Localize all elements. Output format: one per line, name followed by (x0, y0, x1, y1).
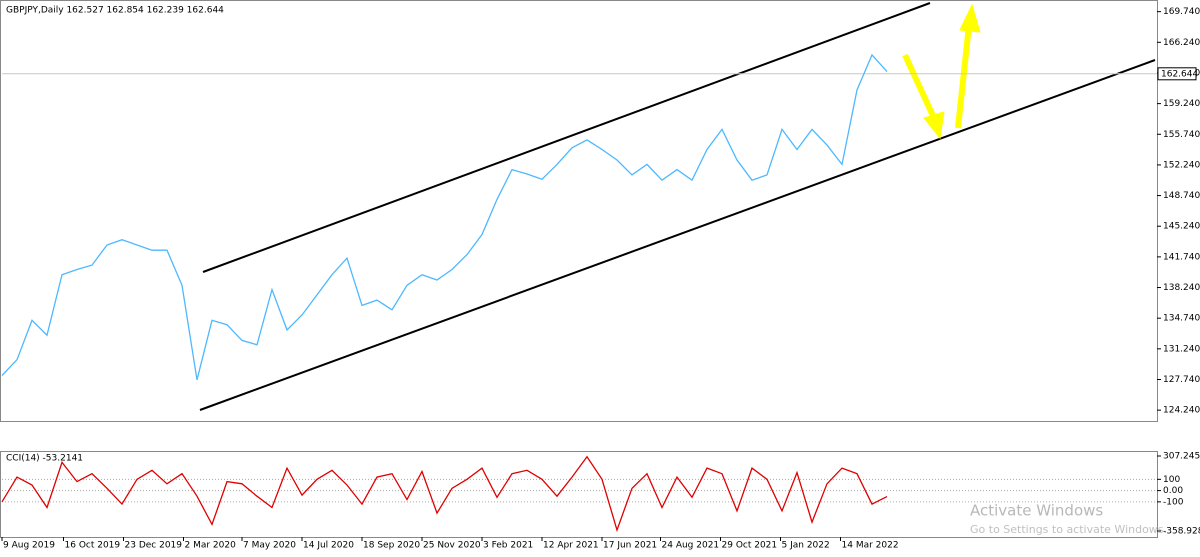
cci-panel (0, 451, 1158, 538)
x-tick-label: 16 Oct 2019 (65, 541, 121, 551)
y-tick-label: 155.740 (1163, 130, 1200, 140)
y-tick-label: 131.240 (1163, 344, 1200, 354)
x-tick-label: 7 May 2020 (243, 541, 296, 551)
y-tick-label: 152.240 (1163, 160, 1200, 170)
y-tick-label: -358.9285 (1163, 527, 1200, 537)
series-line (1, 53, 888, 380)
arrow-down (902, 53, 937, 120)
y-tick-label: 307.2457 (1163, 452, 1200, 462)
x-tick-label: 9 Aug 2019 (3, 541, 55, 551)
y-tick-label: 166.240 (1163, 38, 1200, 48)
series-line (1, 455, 888, 533)
x-tick-label: 25 Nov 2020 (423, 541, 481, 551)
x-tick-label: 14 Mar 2022 (842, 541, 899, 551)
arrowhead-down (923, 111, 945, 140)
cci-title: CCI(14) -53.2141 (6, 454, 83, 464)
price-title: GBPJPY,Daily 162.527 162.854 162.239 162… (6, 6, 224, 16)
x-tick-label: 12 Apr 2021 (543, 541, 599, 551)
watermark-title: Activate Windows (970, 502, 1103, 520)
watermark-subtitle: Go to Settings to activate Windows. (970, 523, 1167, 536)
y-tick-label: 159.240 (1163, 99, 1200, 109)
arrows (902, 3, 981, 140)
y-tick-label: 0.00 (1163, 486, 1183, 496)
y-tick-label: 138.240 (1163, 283, 1200, 293)
channel-lower (199, 59, 1156, 411)
y-tick-label: 134.740 (1163, 314, 1200, 324)
y-tick-label: 127.740 (1163, 375, 1200, 385)
x-tick-label: 29 Oct 2021 (722, 541, 778, 551)
y-tick-label: 148.740 (1163, 191, 1200, 201)
arrowhead-up (959, 3, 981, 33)
y-tick-label: 100 (1163, 475, 1180, 485)
price-panel (0, 0, 1158, 422)
y-tick-label: 169.740 (1163, 7, 1200, 17)
x-tick-label: 18 Sep 2020 (363, 541, 420, 551)
x-tick-label: 2 Mar 2020 (185, 541, 237, 551)
y-tick-label: 141.740 (1163, 252, 1200, 262)
x-tick-label: 5 Jan 2022 (782, 541, 830, 551)
channel-upper (202, 2, 931, 273)
last-price-label: 162.644 (1161, 69, 1198, 79)
y-tick-label: -100 (1163, 497, 1184, 507)
x-tick-label: 17 Jun 2021 (603, 541, 657, 551)
x-tick-label: 14 Jul 2020 (303, 541, 354, 551)
y-tick-label: 124.240 (1163, 406, 1200, 416)
last-price-box (1157, 67, 1197, 81)
x-tick-label: 23 Dec 2019 (125, 541, 183, 551)
y-tick-label: 145.240 (1163, 222, 1200, 232)
x-tick-label: 3 Feb 2021 (483, 541, 533, 551)
x-tick-label: 24 Aug 2021 (662, 541, 720, 551)
arrow-up (955, 24, 972, 129)
